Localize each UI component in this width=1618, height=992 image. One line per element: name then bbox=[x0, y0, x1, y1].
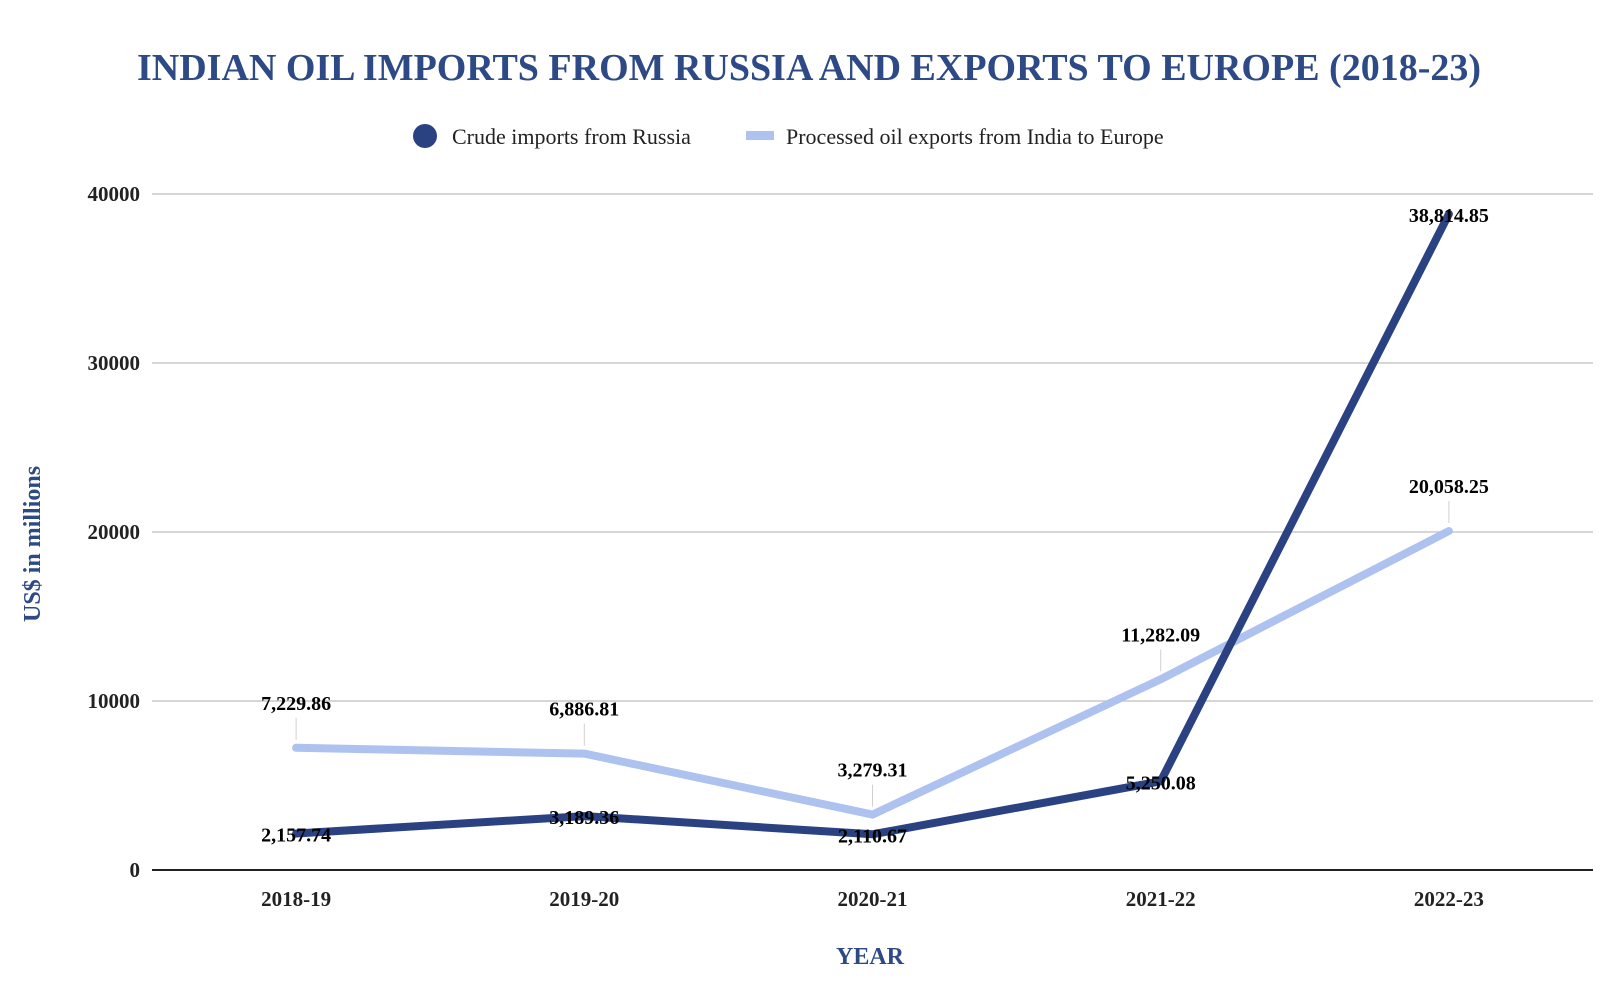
x-tick-label: 2020-21 bbox=[838, 887, 908, 911]
y-tick-label: 30000 bbox=[88, 351, 141, 375]
x-tick-label: 2022-23 bbox=[1414, 887, 1484, 911]
series-lines bbox=[292, 210, 1453, 839]
x-tick-label: 2018-19 bbox=[261, 887, 331, 911]
legend-marker-crude-imports bbox=[413, 124, 437, 148]
x-tick-label: 2019-20 bbox=[549, 887, 619, 911]
data-label-processed-exports: 20,058.25 bbox=[1409, 476, 1489, 498]
y-tick-label: 10000 bbox=[88, 689, 141, 713]
x-axis-title: YEAR bbox=[836, 944, 905, 970]
data-labels: 7,229.86 6,886.81 3,279.31 11,282.09 20,058.… bbox=[261, 205, 1489, 847]
data-label-processed-exports: 11,282.09 bbox=[1121, 624, 1200, 646]
y-axis-ticks: 0 10000 20000 30000 40000 bbox=[88, 182, 141, 882]
y-tick-label: 0 bbox=[130, 858, 141, 882]
legend-marker-processed-exports bbox=[746, 131, 774, 140]
data-label-crude-imports: 2,157.74 bbox=[261, 825, 331, 847]
y-axis-title: US$ in millions bbox=[20, 466, 46, 622]
x-tick-label: 2021-22 bbox=[1126, 887, 1196, 911]
gridlines bbox=[152, 193, 1593, 702]
series-line-processed-exports bbox=[292, 527, 1453, 819]
data-label-processed-exports: 3,279.31 bbox=[838, 760, 908, 782]
data-label-crude-imports: 3,189.36 bbox=[549, 807, 619, 829]
data-label-crude-imports: 5,250.08 bbox=[1126, 772, 1196, 794]
data-label-processed-exports: 6,886.81 bbox=[549, 699, 619, 721]
legend: Crude imports from Russia Processed oil … bbox=[413, 124, 1164, 149]
chart-title: INDIAN OIL IMPORTS FROM RUSSIA AND EXPOR… bbox=[137, 47, 1481, 89]
data-label-crude-imports: 2,110.67 bbox=[838, 825, 907, 847]
x-axis-ticks: 2018-19 2019-20 2020-21 2021-22 2022-23 bbox=[261, 887, 1484, 911]
legend-label-crude-imports: Crude imports from Russia bbox=[452, 124, 691, 149]
y-tick-label: 20000 bbox=[88, 520, 141, 544]
y-tick-label: 40000 bbox=[88, 182, 141, 206]
series-line-crude-imports bbox=[292, 210, 1453, 839]
data-label-processed-exports: 7,229.86 bbox=[261, 693, 331, 715]
data-label-crude-imports: 38,814.85 bbox=[1409, 205, 1489, 227]
legend-label-processed-exports: Processed oil exports from India to Euro… bbox=[786, 124, 1164, 149]
